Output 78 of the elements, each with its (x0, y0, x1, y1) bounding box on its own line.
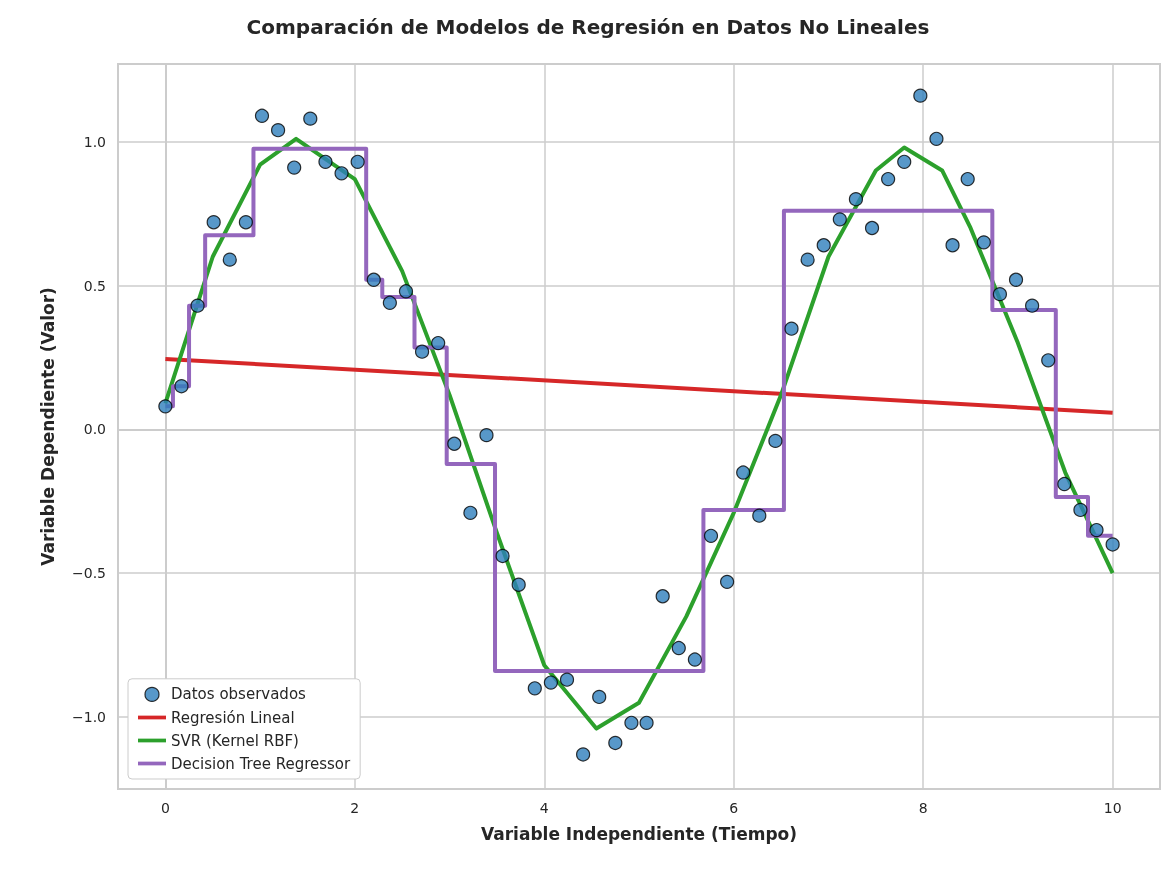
point (463, 505, 478, 520)
point (174, 379, 189, 394)
y-tick-label: −1.0 (72, 709, 106, 726)
x-tick-label: 0 (160, 800, 170, 816)
point (1089, 522, 1104, 538)
x-tick-label: 6 (729, 800, 739, 816)
point (158, 399, 173, 414)
point (784, 321, 799, 336)
point (366, 272, 381, 287)
point (318, 154, 333, 169)
point (960, 171, 975, 187)
point (527, 681, 542, 696)
point (576, 747, 591, 762)
point (431, 335, 446, 351)
point (864, 220, 880, 236)
point (848, 192, 864, 207)
point (1041, 353, 1056, 368)
point (559, 672, 575, 687)
point (976, 235, 991, 250)
legend-label: Datos observados (171, 685, 307, 704)
point (271, 123, 286, 138)
point (752, 508, 767, 523)
chart-title: Comparación de Modelos de Regresión en Datos No Lineales (246, 15, 930, 39)
point (897, 154, 912, 169)
point (592, 689, 607, 705)
point (945, 238, 960, 253)
point (929, 131, 944, 146)
point (543, 675, 558, 690)
y-tick-label: −0.5 (72, 565, 106, 582)
point (1008, 272, 1024, 287)
point (608, 735, 623, 751)
point (206, 215, 221, 230)
point (992, 287, 1008, 302)
point (1073, 502, 1088, 518)
point (1105, 537, 1120, 552)
point (398, 284, 414, 299)
x-tick-label: 10 (1103, 800, 1122, 816)
y-tick-label: 1.0 (83, 133, 106, 150)
point (720, 574, 735, 589)
point (511, 577, 526, 592)
point (479, 428, 494, 443)
point (1025, 298, 1040, 313)
point (913, 88, 928, 103)
legend-label: SVR (Kernel RBF) (171, 731, 299, 750)
point (303, 111, 318, 126)
legend-label: Regresión Lineal (171, 708, 295, 727)
y-tick-label: 0.5 (83, 277, 106, 294)
point (334, 166, 349, 181)
point (382, 295, 397, 310)
y-tick-label: 0.0 (83, 421, 106, 438)
point (832, 212, 847, 227)
point (687, 652, 702, 667)
point (350, 154, 365, 169)
point (703, 528, 719, 543)
y-axis-title: Variable Dependiente (Valor) (37, 287, 58, 566)
legend-label: Decision Tree Regressor (171, 754, 352, 773)
point (655, 589, 670, 604)
x-axis-title: Variable Independiente (Tiempo) (480, 823, 798, 844)
point (639, 715, 654, 730)
point (881, 171, 896, 187)
point (238, 215, 253, 230)
point (222, 252, 237, 267)
x-tick-label: 2 (350, 800, 360, 816)
x-tick-label: 4 (539, 800, 549, 816)
x-tick-label: 8 (918, 800, 928, 816)
point (447, 436, 462, 451)
point (190, 298, 205, 313)
point (624, 715, 639, 730)
point (671, 640, 686, 656)
point (816, 238, 831, 253)
point (736, 465, 751, 480)
point (254, 108, 270, 123)
point (495, 548, 510, 564)
point (1057, 476, 1072, 492)
point (414, 344, 430, 359)
point (287, 160, 302, 175)
point (768, 433, 783, 448)
point (800, 252, 815, 267)
